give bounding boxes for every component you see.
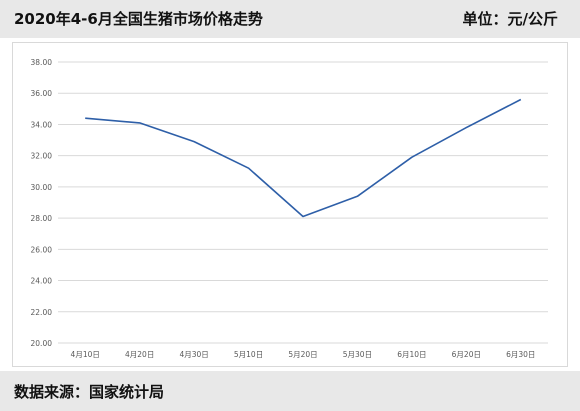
- x-tick-label: 4月30日: [179, 350, 208, 359]
- x-tick-label: 5月10日: [234, 350, 263, 359]
- footer-band: [0, 371, 580, 411]
- series-lines: [85, 98, 522, 218]
- y-tick-label: 28.00: [31, 214, 53, 223]
- x-tick-label: 5月20日: [288, 350, 317, 359]
- y-tick-labels: 38.00 36.00 34.00 32.00 30.00 28.00 26.00 24.00…: [31, 58, 53, 348]
- x-tick-label: 6月10日: [397, 350, 426, 359]
- y-tick-label: 20.00: [31, 339, 53, 348]
- series-line: [85, 98, 522, 218]
- y-tick-label: 34.00: [31, 120, 53, 129]
- x-tick-label: 6月20日: [452, 350, 481, 359]
- y-tick-label: 22.00: [31, 308, 53, 317]
- y-tick-label: 30.00: [31, 183, 53, 192]
- y-tick-label: 24.00: [31, 277, 53, 286]
- x-tick-labels: 4月10日 4月20日 4月30日 5月10日 5月20日 5月30日 6月10日 6月20日…: [71, 350, 536, 359]
- y-tick-label: 38.00: [31, 58, 53, 67]
- header-band: [0, 0, 580, 38]
- grid-lines: [58, 61, 548, 344]
- x-tick-label: 6月30日: [506, 350, 535, 359]
- y-tick-label: 36.00: [31, 89, 53, 98]
- y-tick-label: 32.00: [31, 152, 53, 161]
- source-note: 数据来源：国家统计局: [14, 383, 165, 401]
- unit-label: 单位：元/公斤: [462, 10, 558, 28]
- chart-title: 2020年4-6月全国生猪市场价格走势: [14, 10, 263, 28]
- y-tick-label: 26.00: [31, 245, 53, 254]
- x-tick-label: 5月30日: [343, 350, 372, 359]
- x-tick-label: 4月20日: [125, 350, 154, 359]
- x-tick-label: 4月10日: [71, 350, 100, 359]
